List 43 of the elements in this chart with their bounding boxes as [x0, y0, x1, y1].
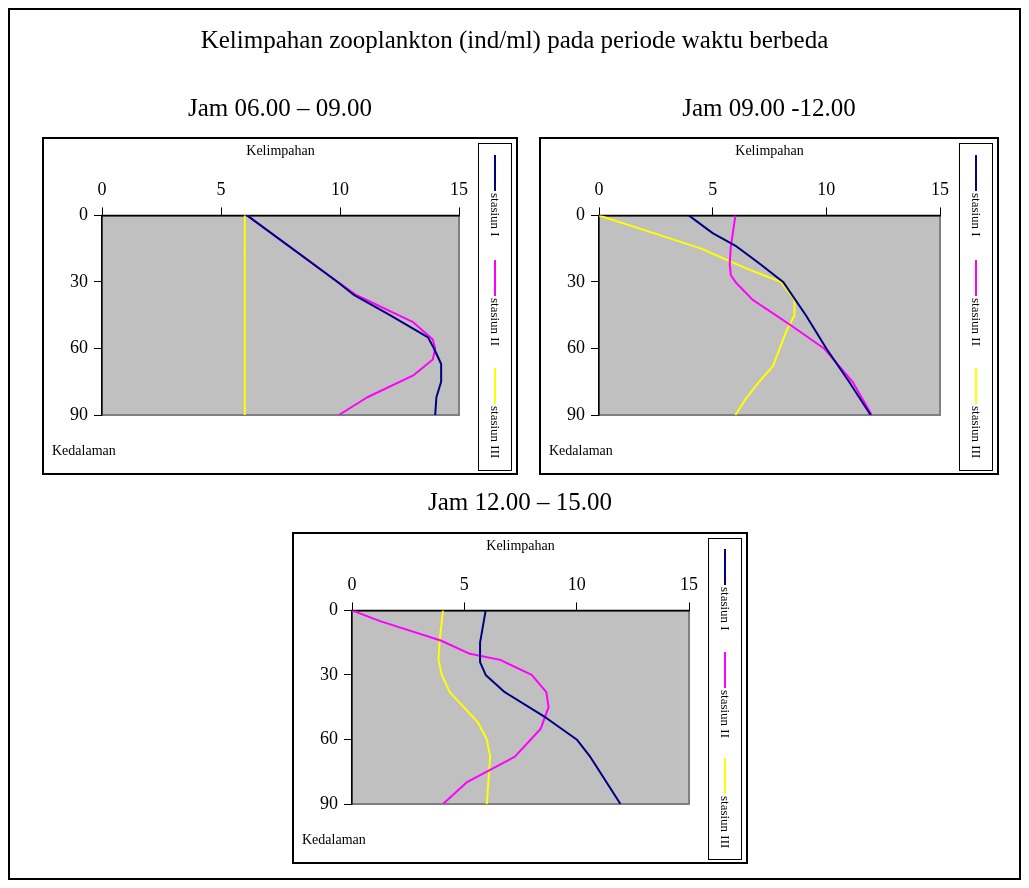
x-tick-label: 10: [567, 574, 586, 595]
text: Kelimpahan zooplankton (ind/ml) pada periode waktu berbeda: [199, 26, 830, 54]
y-tick-label: 90: [320, 792, 338, 813]
x-tick-label: 5: [459, 574, 469, 595]
x-tick-label: 15: [450, 179, 468, 200]
text: stasiun III: [487, 406, 503, 459]
text: stasiun I: [487, 193, 503, 238]
y-tick-label: 30: [320, 663, 338, 684]
x-tick-label: 15: [931, 179, 949, 200]
y-axis-title: Kedalaman: [52, 443, 116, 459]
y-tick-label: 60: [70, 337, 88, 358]
x-tick-label: 0: [347, 574, 357, 595]
x-tick-label: 15: [680, 574, 698, 595]
y-tick-label: 60: [567, 337, 585, 358]
y-tick-label: 0: [329, 599, 338, 620]
text: stasiun I: [717, 587, 733, 632]
y-tick-label: 90: [567, 403, 585, 424]
x-tick-label: 0: [594, 179, 604, 200]
x-axis-title: Kelimpahan: [486, 538, 555, 554]
x-tick-label: 5: [216, 179, 226, 200]
chart-subtitle: Jam 12.00 – 15.00: [427, 488, 613, 516]
y-axis-title: Kedalaman: [302, 832, 366, 848]
chart-subtitle: Jam 06.00 – 09.00: [187, 94, 373, 122]
x-tick-label: 10: [817, 179, 836, 200]
x-axis-title: Kelimpahan: [246, 143, 315, 159]
text: stasiun II: [487, 297, 503, 346]
x-tick-label: 0: [97, 179, 107, 200]
y-tick-label: 90: [70, 403, 88, 424]
chart-subtitle: Jam 09.00 -12.00: [681, 94, 857, 122]
text: stasiun III: [968, 406, 984, 459]
x-tick-label: 5: [708, 179, 718, 200]
x-tick-label: 10: [331, 179, 349, 200]
x-axis-title: Kelimpahan: [735, 143, 804, 159]
text: stasiun III: [717, 796, 733, 849]
y-tick-label: 30: [70, 270, 88, 291]
text: stasiun II: [717, 689, 733, 738]
text: stasiun II: [968, 297, 984, 346]
y-tick-label: 30: [567, 270, 585, 291]
y-axis-title: Kedalaman: [549, 443, 613, 459]
y-tick-label: 0: [79, 204, 88, 225]
y-tick-label: 0: [576, 204, 585, 225]
y-tick-label: 60: [320, 728, 338, 749]
text: stasiun I: [968, 193, 984, 238]
